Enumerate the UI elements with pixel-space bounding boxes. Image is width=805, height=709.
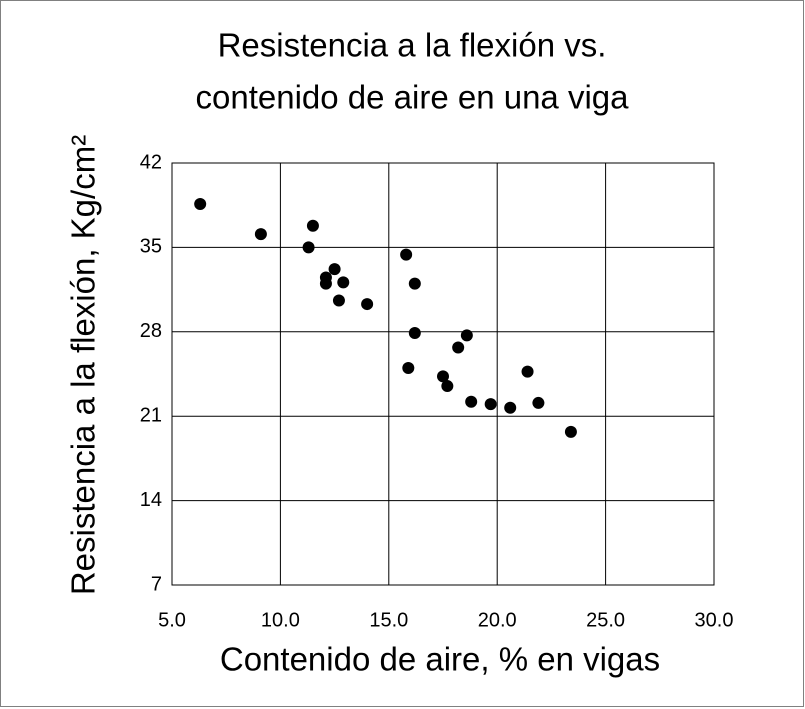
y-tick-label: 35: [140, 236, 162, 258]
point: [441, 380, 454, 393]
y-tick-label: 28: [140, 320, 162, 342]
point: [452, 341, 465, 354]
x-tick-label: 5.0: [158, 609, 186, 631]
point: [337, 276, 350, 289]
x-axis-label: Contenido de aire, % en vigas: [220, 641, 660, 678]
point: [465, 395, 478, 408]
y-tick-label: 42: [140, 151, 162, 173]
y-tick-label: 14: [140, 489, 162, 511]
point: [504, 401, 517, 414]
chart-title: Resistencia a la flexión vs.: [218, 27, 607, 64]
point: [460, 329, 473, 342]
x-tick-label: 25.0: [586, 609, 625, 631]
point: [306, 219, 319, 232]
x-tick-label: 20.0: [478, 609, 517, 631]
point: [437, 370, 449, 383]
x-tick-label: 30.0: [695, 609, 734, 631]
point: [484, 398, 497, 411]
point: [521, 365, 534, 378]
point: [319, 277, 332, 290]
x-tick-label: 10.0: [261, 609, 300, 631]
point: [328, 263, 341, 276]
point: [332, 294, 345, 307]
point: [408, 327, 421, 340]
point: [564, 425, 577, 438]
point: [408, 277, 421, 290]
point: [532, 396, 545, 409]
chart-title: contenido de aire en una viga: [196, 79, 630, 116]
point: [194, 197, 207, 210]
y-tick-label: 21: [140, 404, 162, 426]
x-tick-label: 15.0: [369, 609, 408, 631]
point: [361, 298, 374, 311]
point: [402, 361, 415, 374]
point: [302, 241, 315, 254]
point: [400, 248, 413, 261]
point: [254, 228, 267, 241]
y-tick-label: 7: [151, 573, 162, 595]
y-axis-label: Resistencia a la flexión, Kg/cm²: [65, 135, 102, 595]
